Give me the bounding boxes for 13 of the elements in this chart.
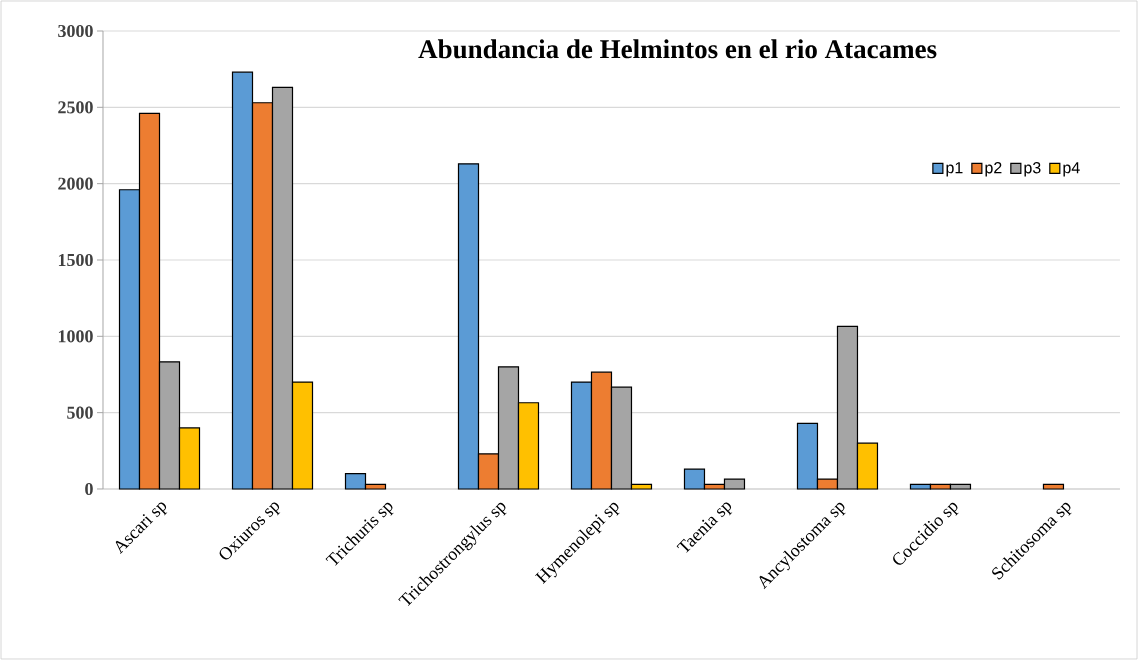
y-tick-label: 1500 — [58, 253, 93, 267]
y-tick-label: 3000 — [58, 24, 93, 38]
y-tick-label: 500 — [67, 406, 93, 419]
bar — [1042, 483, 1065, 490]
y-tick-label: 0 — [85, 482, 93, 496]
chart-title: Abundancia de Helmintos en el rio Atacames — [418, 39, 937, 59]
legend-label: p4 — [1063, 162, 1080, 177]
legend-label: p1 — [946, 162, 963, 177]
y-tick-label: 1000 — [58, 330, 93, 343]
y-tick-label: 2500 — [58, 101, 93, 114]
legend-label: p3 — [1024, 162, 1041, 177]
legend-label: p2 — [985, 162, 1002, 177]
y-tick-label: 2000 — [58, 177, 93, 190]
